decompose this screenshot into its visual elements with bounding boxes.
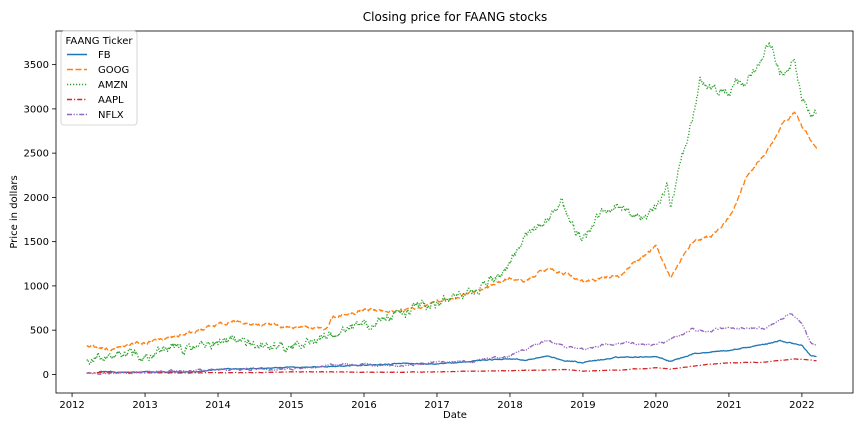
x-tick-label: 2012	[59, 400, 84, 411]
y-axis-title: Price in dollars	[9, 175, 20, 248]
y-tick-label: 1000	[24, 281, 49, 292]
series-line-aapl	[86, 358, 817, 374]
x-tick-label: 2020	[643, 400, 668, 411]
x-tick-label: 2013	[132, 400, 157, 411]
x-tick-label: 2022	[789, 400, 814, 411]
legend-label-fb: FB	[98, 50, 111, 61]
x-tick-label: 2014	[205, 400, 230, 411]
x-tick-label: 2019	[570, 400, 595, 411]
series-line-nflx	[86, 313, 818, 376]
y-tick-label: 3000	[24, 104, 49, 115]
x-axis: 2012 2013 2014 2015 2016 2017 2018 2019 2020 2021…	[59, 393, 815, 411]
legend-label-aapl: AAPL	[98, 95, 124, 106]
series-line-goog	[86, 111, 818, 352]
x-tick-label: 2018	[497, 400, 522, 411]
legend-title: FAANG Ticker	[66, 36, 134, 47]
x-tick-label: 2021	[716, 400, 741, 411]
series-line-fb	[98, 339, 817, 374]
plot-area	[86, 41, 818, 376]
series-line-amzn	[86, 41, 817, 365]
y-axis: 0 500 1000 1500 2000 2500 3000 3500	[24, 60, 56, 381]
y-tick-label: 3500	[24, 60, 49, 71]
legend-label-goog: GOOG	[98, 65, 129, 76]
legend-label-nflx: NFLX	[98, 110, 124, 121]
x-tick-label: 2015	[278, 400, 303, 411]
legend: FAANG Ticker FB GOOG AMZN AAPL NFLX	[60, 30, 138, 126]
y-tick-label: 2000	[24, 193, 49, 204]
x-tick-label: 2017	[424, 400, 449, 411]
y-tick-label: 500	[30, 326, 49, 337]
y-tick-label: 1500	[24, 237, 49, 248]
x-tick-label: 2016	[351, 400, 376, 411]
chart-title: Closing price for FAANG stocks	[363, 10, 547, 24]
legend-items: FB GOOG AMZN AAPL NFLX	[67, 50, 129, 121]
x-axis-title: Date	[443, 410, 467, 421]
axes-frame	[55, 30, 854, 394]
y-tick-label: 2500	[24, 149, 49, 160]
y-tick-label: 0	[43, 370, 49, 381]
legend-label-amzn: AMZN	[98, 80, 128, 91]
